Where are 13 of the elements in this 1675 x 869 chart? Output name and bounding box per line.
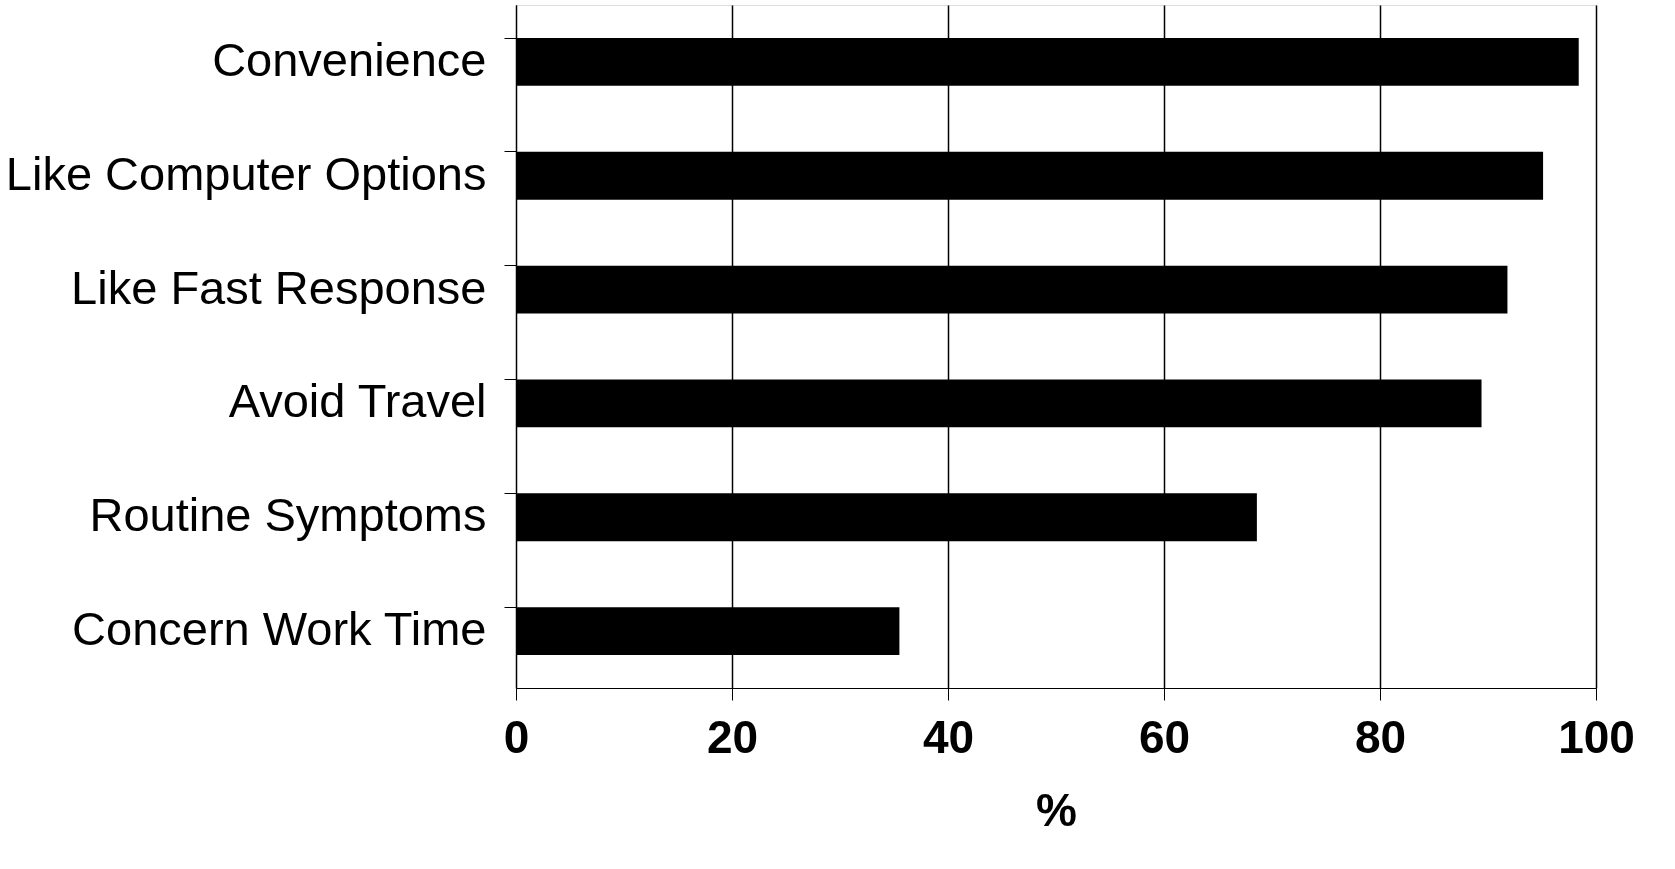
y-tick-label: Like Fast Response (71, 260, 487, 314)
y-tick-label: Routine Symptoms (89, 488, 487, 542)
x-axis-title: % (1036, 783, 1077, 836)
x-tick-label: 20 (706, 710, 759, 763)
x-tick-label: 100 (1558, 710, 1635, 763)
y-tick-label: Concern Work Time (72, 602, 487, 656)
x-tick-label: 60 (1138, 710, 1191, 763)
x-tick-label: 0 (503, 710, 530, 763)
x-tick-label: 80 (1354, 710, 1407, 763)
y-tick-label: Avoid Travel (228, 374, 487, 428)
y-tick-label: Like Computer Options (5, 146, 487, 200)
x-tick-label: 40 (922, 710, 975, 763)
y-tick-label: Convenience (212, 32, 487, 86)
